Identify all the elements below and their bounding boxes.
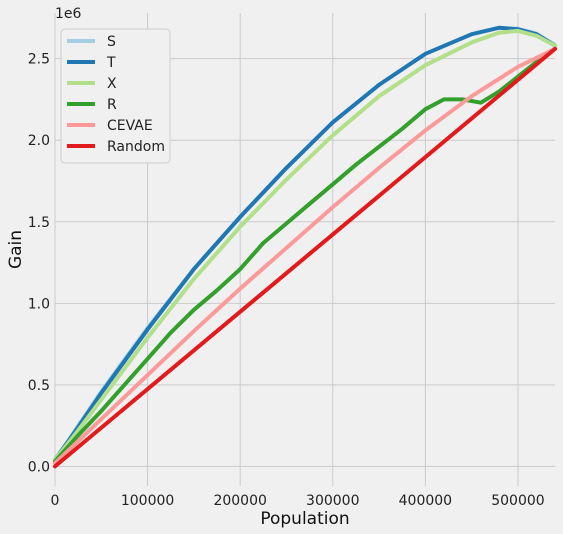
legend-label-x: X bbox=[107, 76, 117, 92]
y-tick-label: 2.0 bbox=[28, 133, 50, 149]
series-layer bbox=[53, 25, 557, 469]
x-tick-labels: 0 100000 200000 300000 400000 500000 bbox=[51, 493, 545, 509]
series-line-t bbox=[53, 25, 557, 462]
y-tick-label: 1.5 bbox=[28, 215, 50, 231]
series-line-cevae bbox=[53, 46, 557, 466]
y-tick-labels: 0.0 0.5 1.0 1.5 2.0 2.5 bbox=[28, 52, 50, 476]
series-line-random bbox=[53, 46, 557, 469]
x-axis-title: Population bbox=[260, 509, 349, 529]
legend-label-cevae: CEVAE bbox=[107, 118, 153, 134]
x-tick-label: 0 bbox=[51, 493, 60, 509]
y-tick-label: 1.0 bbox=[28, 296, 50, 312]
x-tick-label: 400000 bbox=[399, 493, 452, 509]
y-tick-label: 0.0 bbox=[28, 459, 50, 475]
y-axis-title: Gain bbox=[6, 230, 26, 269]
y-tick-label: 0.5 bbox=[28, 378, 50, 394]
series-line-r bbox=[53, 46, 557, 464]
x-tick-label: 200000 bbox=[213, 493, 266, 509]
x-tick-label: 100000 bbox=[121, 493, 174, 509]
y-offset-label: 1e6 bbox=[55, 6, 82, 22]
y-tick-label: 2.5 bbox=[28, 52, 50, 68]
x-tick-label: 500000 bbox=[491, 493, 544, 509]
legend-label-r: R bbox=[107, 97, 117, 113]
series-line-x bbox=[53, 28, 557, 462]
legend-label-s: S bbox=[107, 34, 116, 50]
legend-label-random: Random bbox=[107, 139, 165, 155]
x-tick-label: 300000 bbox=[306, 493, 359, 509]
legend-label-t: T bbox=[106, 55, 116, 71]
